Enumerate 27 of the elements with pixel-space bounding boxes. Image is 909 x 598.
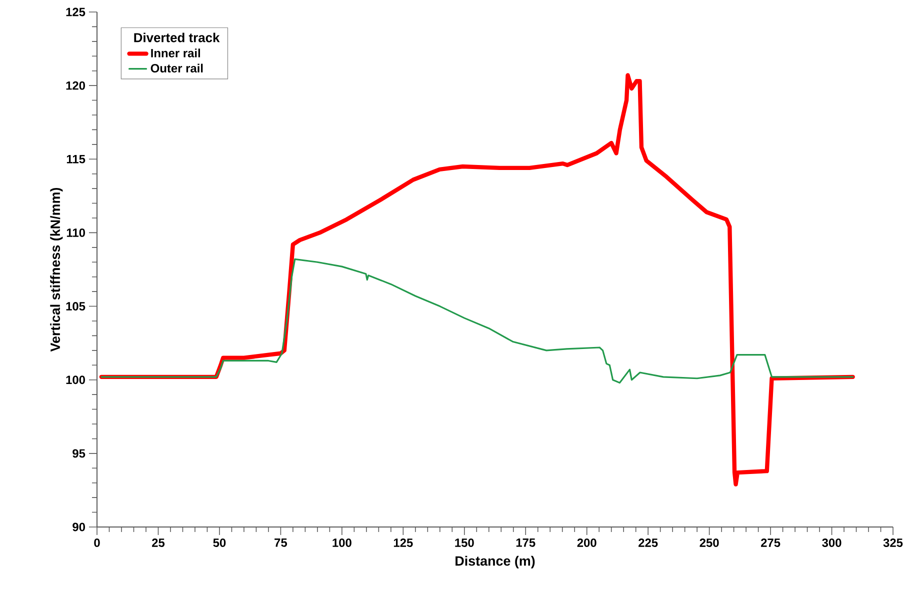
y-tick-label: 100	[66, 376, 85, 384]
x-axis-title: Distance (m)	[456, 556, 535, 568]
x-tick-label: 175	[516, 538, 536, 547]
x-tick-label: 325	[883, 538, 903, 548]
y-tick-label: 95	[72, 449, 86, 458]
legend-label: Outer rail	[150, 64, 203, 73]
x-tick-label: 200	[577, 538, 596, 547]
y-tick-label: 115	[66, 154, 86, 164]
x-tick-label: 25	[152, 538, 165, 547]
x-tick-label: 250	[700, 538, 719, 547]
y-tick-label: 120	[66, 81, 85, 90]
legend-title: Diverted track	[134, 32, 220, 42]
x-tick-label: 150	[455, 538, 474, 547]
y-tick-label: 105	[66, 302, 86, 311]
y-tick-label: 90	[72, 522, 85, 532]
x-tick-label: 75	[274, 538, 288, 547]
x-tick-label: 100	[332, 538, 352, 547]
legend-label: Inner rail	[151, 48, 200, 58]
y-tick-label: 110	[66, 228, 85, 237]
x-tick-label: 50	[213, 538, 226, 547]
x-tick-label: 225	[638, 538, 658, 547]
x-tick-label: 300	[822, 538, 842, 548]
y-tick-label: 125	[66, 8, 86, 16]
x-tick-label: 125	[394, 538, 413, 547]
x-tick-label: 275	[761, 538, 780, 547]
y-axis-title: Vertical stiffness (kN/mm)	[50, 188, 63, 352]
x-tick-label: 0	[94, 538, 100, 547]
